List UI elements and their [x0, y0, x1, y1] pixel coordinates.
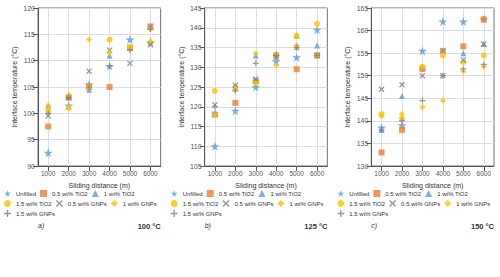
svg-text:0.5 wt% GNPs: 0.5 wt% GNPs [401, 201, 440, 207]
svg-text:1.5 wt% GNPs: 1.5 wt% GNPs [16, 211, 55, 217]
svg-text:Sliding distance (m): Sliding distance (m) [235, 182, 296, 190]
svg-text:0.5 wt% GNPs: 0.5 wt% GNPs [234, 201, 273, 207]
svg-text:4000: 4000 [436, 170, 451, 177]
svg-text:Interface temperature (°C): Interface temperature (°C) [344, 46, 352, 127]
svg-text:1 wt% TiO2: 1 wt% TiO2 [437, 191, 468, 197]
svg-text:5000: 5000 [456, 170, 471, 177]
svg-text:115: 115 [190, 123, 201, 130]
svg-text:110: 110 [190, 143, 201, 150]
svg-text:1 wt% GNPs: 1 wt% GNPs [123, 201, 157, 207]
svg-text:0.5 wt% GNPs: 0.5 wt% GNPs [68, 201, 107, 207]
svg-text:140: 140 [190, 24, 202, 31]
svg-text:135: 135 [190, 44, 202, 51]
svg-text:0.5 wt% TiO2: 0.5 wt% TiO2 [219, 191, 255, 197]
svg-text:5000: 5000 [123, 170, 138, 177]
svg-text:0.5 wt% TiO2: 0.5 wt% TiO2 [385, 191, 421, 197]
svg-text:3000: 3000 [415, 170, 430, 177]
svg-text:1 wt% GNPs: 1 wt% GNPs [289, 201, 323, 207]
svg-text:2000: 2000 [228, 170, 243, 177]
svg-text:145: 145 [357, 95, 369, 102]
svg-text:Sliding distance (m): Sliding distance (m) [402, 182, 463, 190]
svg-text:a): a) [38, 222, 44, 230]
svg-text:150: 150 [357, 72, 369, 79]
svg-text:110: 110 [24, 57, 35, 64]
svg-text:100: 100 [23, 110, 35, 117]
svg-text:90: 90 [27, 163, 35, 170]
svg-text:1000: 1000 [374, 170, 389, 177]
svg-text:1.5 wt% TiO2: 1.5 wt% TiO2 [183, 201, 219, 207]
svg-text:135: 135 [357, 140, 369, 147]
svg-text:145: 145 [190, 5, 202, 12]
svg-text:1 wt% TiO2: 1 wt% TiO2 [104, 191, 135, 197]
svg-text:6000: 6000 [310, 170, 325, 177]
svg-text:1.5 wt% TiO2: 1.5 wt% TiO2 [16, 201, 52, 207]
svg-text:100 °C: 100 °C [138, 222, 162, 231]
svg-text:3000: 3000 [249, 170, 264, 177]
svg-text:Sliding distance (m): Sliding distance (m) [69, 182, 130, 190]
svg-text:Unfilled: Unfilled [16, 191, 36, 197]
svg-text:3000: 3000 [82, 170, 97, 177]
svg-text:6000: 6000 [477, 170, 492, 177]
svg-text:105: 105 [190, 163, 202, 170]
svg-text:1 wt% GNPs: 1 wt% GNPs [456, 201, 490, 207]
svg-text:4000: 4000 [102, 170, 117, 177]
svg-text:4000: 4000 [269, 170, 284, 177]
svg-text:130: 130 [190, 64, 202, 71]
svg-text:125: 125 [190, 84, 202, 91]
svg-text:115: 115 [24, 31, 35, 38]
svg-text:2000: 2000 [61, 170, 76, 177]
svg-text:160: 160 [357, 27, 369, 34]
svg-text:120: 120 [190, 103, 202, 110]
svg-text:6000: 6000 [143, 170, 158, 177]
svg-text:2000: 2000 [395, 170, 410, 177]
svg-text:1.5 wt% TiO2: 1.5 wt% TiO2 [349, 201, 385, 207]
svg-text:120: 120 [23, 5, 35, 12]
svg-text:130: 130 [357, 163, 369, 170]
svg-text:95: 95 [27, 136, 35, 143]
svg-text:c): c) [371, 222, 377, 230]
svg-text:165: 165 [357, 5, 369, 12]
svg-text:Unfilled: Unfilled [349, 191, 369, 197]
svg-text:Interface temperature (°C): Interface temperature (°C) [11, 46, 19, 127]
svg-text:b): b) [205, 222, 211, 230]
svg-text:1 wt% TiO2: 1 wt% TiO2 [270, 191, 301, 197]
svg-text:155: 155 [357, 50, 369, 57]
svg-text:Interface temperature (°C): Interface temperature (°C) [178, 46, 186, 127]
svg-text:1.5 wt% GNPs: 1.5 wt% GNPs [349, 211, 388, 217]
svg-text:0.5 wt% TiO2: 0.5 wt% TiO2 [52, 191, 88, 197]
svg-text:1000: 1000 [208, 170, 223, 177]
svg-text:1000: 1000 [41, 170, 56, 177]
svg-text:140: 140 [357, 117, 369, 124]
svg-text:5000: 5000 [289, 170, 304, 177]
svg-text:125 °C: 125 °C [304, 222, 328, 231]
svg-text:150 °C: 150 °C [471, 222, 495, 231]
svg-text:1.5 wt% GNPs: 1.5 wt% GNPs [183, 211, 222, 217]
svg-text:Unfilled: Unfilled [183, 191, 203, 197]
svg-text:105: 105 [23, 84, 35, 91]
